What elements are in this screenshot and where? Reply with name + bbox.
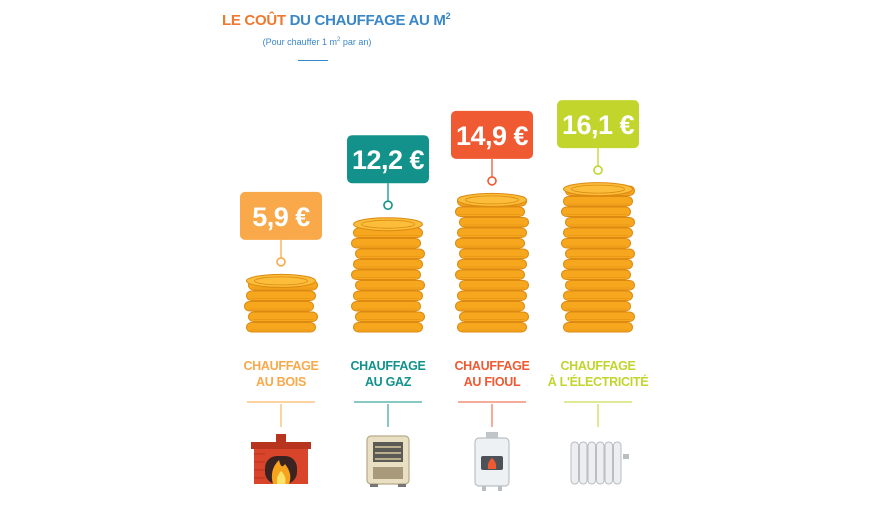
value-label-box [451,110,533,159]
value-label-box [557,100,639,149]
title-superscript: 2 [445,11,451,21]
value-label-box [347,135,429,184]
value-label: 16,1 € [562,110,635,140]
category-label: CHAUFFAGE À L'ÉLECTRICITÉ [548,359,649,389]
category-label: CHAUFFAGE AU BOIS [243,359,318,389]
electric-radiator-icon [570,441,629,485]
coin-stack-bois [244,273,318,333]
fireplace-icon [251,434,311,484]
bar-gaz: 12,2 € CHAUFFAGE AU GAZ [347,135,429,487]
oil-boiler-icon [474,432,510,491]
connector-dot [593,165,603,175]
value-label: 5,9 € [252,202,310,232]
chart-title: LE COÛT DU CHAUFFAGE AU M2 [222,11,451,29]
bar-bois: 5,9 € CHAUFFAGE AU BOIS [240,191,322,484]
gas-heater-icon [366,435,410,487]
coin-stack-fioul [455,192,529,333]
connector-dot [383,200,393,210]
value-label: 12,2 € [352,145,425,175]
subtitle-part-1: (Pour chauffer 1 m [262,37,337,47]
subtitle-superscript: 2 [337,37,341,43]
coin-stack-gaz [351,217,425,333]
bar-electricite: 16,1 € CHAUFFAGE À L'ÉLECTRICITÉ [548,100,649,485]
category-label: CHAUFFAGE AU FIOUL [454,359,529,389]
category-label: CHAUFFAGE AU GAZ [350,359,425,389]
title-divider [298,60,328,61]
value-label: 14,9 € [456,121,529,151]
coin-stack-electricite [561,182,635,333]
chart-subtitle: (Pour chauffer 1 m2 par an) [222,37,412,47]
connector-dot [487,176,497,186]
connector-dot [276,257,286,267]
title-part-1: LE COÛT [222,12,286,29]
value-label-box [240,191,322,240]
bar-fioul: 14,9 € CHAUFFAGE AU FIOUL [451,110,533,491]
subtitle-part-2: par an) [340,37,372,47]
title-part-2: DU CHAUFFAGE AU M [289,12,446,29]
